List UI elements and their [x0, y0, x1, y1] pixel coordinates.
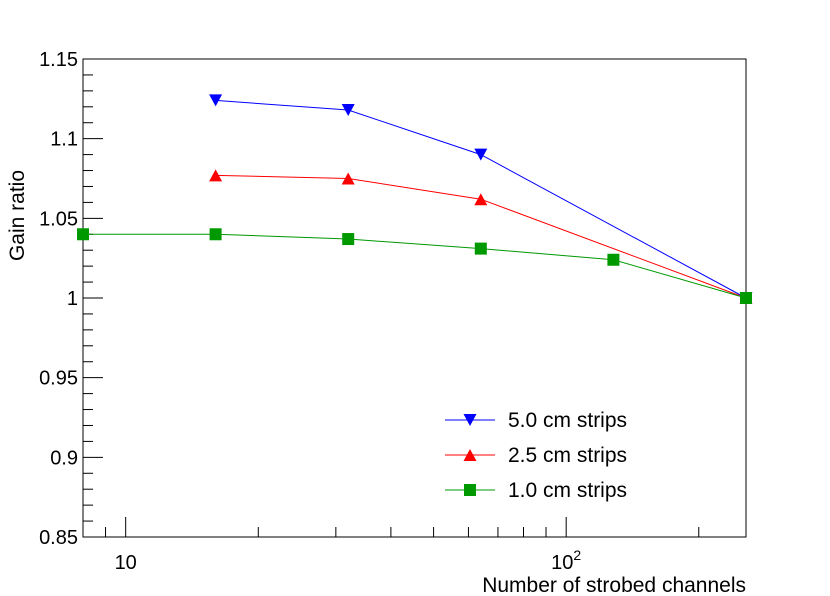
y-tick-label: 0.95: [39, 368, 78, 390]
data-point: [740, 292, 752, 304]
data-point: [77, 228, 89, 241]
legend: 5.0 cm strips 2.5 cm strips 1.0 cm strips: [445, 409, 627, 502]
data-point: [209, 228, 222, 241]
plot-frame-layer: [82, 58, 747, 538]
x-tick-label: 102: [551, 547, 581, 574]
legend-label: 5.0 cm strips: [508, 409, 627, 432]
legend-label: 1.0 cm strips: [508, 479, 627, 502]
x-tick-label: 10: [115, 552, 137, 574]
series-1: [209, 94, 753, 304]
data-point: [209, 169, 223, 182]
y-tick-label: 1.1: [50, 129, 78, 151]
series-3: [77, 228, 752, 304]
legend-entry: 5.0 cm strips: [445, 409, 627, 432]
series-line: [215, 174, 747, 299]
legend-marker: [464, 484, 476, 496]
data-point: [607, 253, 620, 266]
data-point: [341, 172, 355, 185]
data-point: [474, 242, 487, 255]
data-point: [341, 103, 355, 116]
legend-marker: [463, 414, 477, 426]
y-tick-label: 0.85: [39, 527, 78, 549]
legend-entry: 1.0 cm strips: [445, 479, 627, 502]
y-tick-label: 1.05: [39, 208, 78, 230]
legend-marker: [463, 449, 477, 461]
series-line: [215, 99, 747, 299]
y-tick-label: 1.15: [39, 49, 78, 71]
legend-label: 2.5 cm strips: [508, 444, 627, 467]
series-layer: [77, 94, 753, 304]
legend-entry: 2.5 cm strips: [445, 444, 627, 467]
y-axis-title: Gain ratio: [6, 170, 29, 261]
x-axis-title: Number of strobed channels: [482, 574, 746, 596]
series-line: [83, 233, 747, 299]
data-point: [474, 193, 488, 206]
axis-labels-layer: 0.85 0.9 0.95 1 1.05 1.1 1.15 10 102: [39, 49, 581, 574]
data-point: [342, 233, 355, 246]
data-point: [474, 148, 488, 161]
data-point: [209, 94, 223, 107]
axis-ticks-layer: [82, 58, 700, 538]
y-tick-label: 0.9: [50, 447, 78, 469]
y-tick-label: 1: [67, 288, 78, 310]
plot-frame: [82, 58, 747, 538]
